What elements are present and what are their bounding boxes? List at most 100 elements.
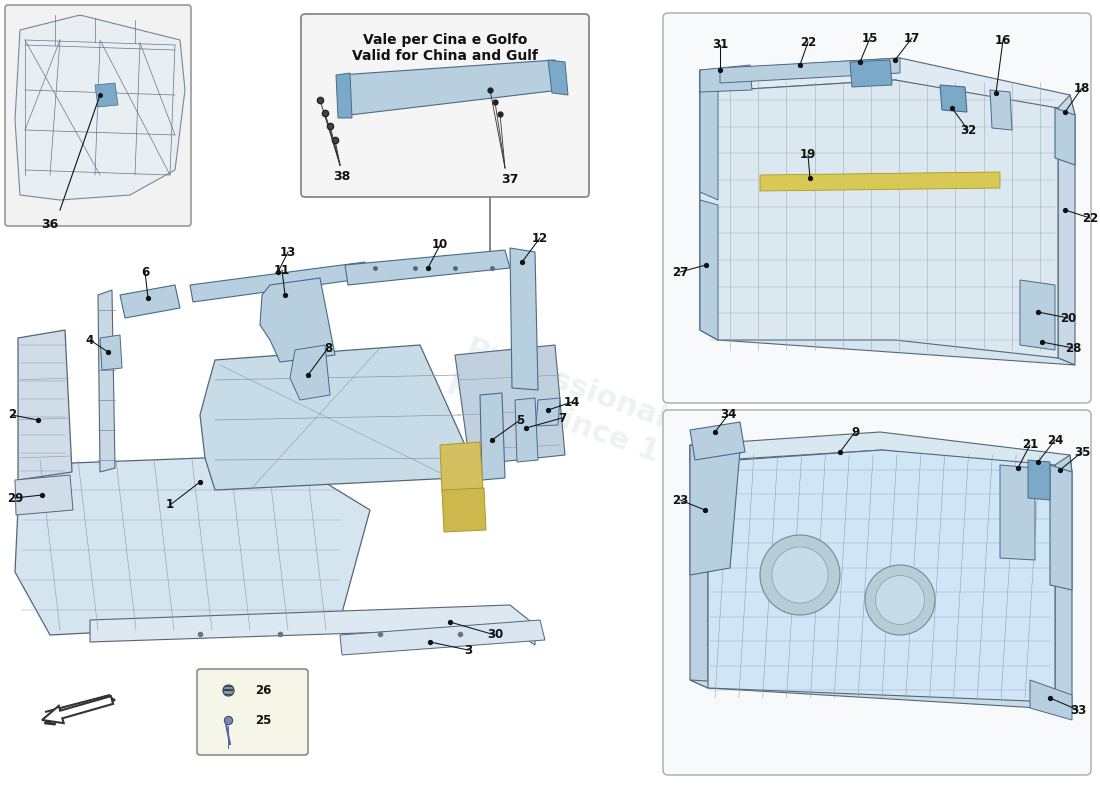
Polygon shape — [536, 398, 560, 426]
Text: 13: 13 — [279, 246, 296, 258]
Polygon shape — [1055, 108, 1075, 165]
Text: 23: 23 — [672, 494, 689, 506]
Polygon shape — [548, 60, 568, 95]
Polygon shape — [1000, 465, 1035, 560]
Polygon shape — [15, 455, 370, 635]
Polygon shape — [708, 450, 1055, 702]
Text: 25: 25 — [255, 714, 272, 726]
Text: 17: 17 — [904, 31, 920, 45]
Text: Vale per Cina e Golfo: Vale per Cina e Golfo — [363, 33, 527, 47]
Circle shape — [876, 575, 924, 625]
Polygon shape — [700, 80, 1058, 358]
Polygon shape — [260, 278, 336, 362]
Text: 22: 22 — [1082, 211, 1098, 225]
Polygon shape — [15, 15, 185, 200]
Polygon shape — [120, 285, 180, 318]
Text: 4: 4 — [86, 334, 95, 346]
Text: 22: 22 — [800, 35, 816, 49]
Text: 32: 32 — [960, 123, 976, 137]
Text: 14: 14 — [564, 395, 580, 409]
Text: 20: 20 — [1060, 311, 1076, 325]
Text: 28: 28 — [1065, 342, 1081, 354]
Text: 3: 3 — [464, 643, 472, 657]
Polygon shape — [690, 680, 1072, 710]
Text: 18: 18 — [1074, 82, 1090, 94]
Text: 34: 34 — [719, 409, 736, 422]
FancyArrow shape — [42, 696, 113, 723]
Text: 26: 26 — [255, 683, 272, 697]
Polygon shape — [690, 422, 745, 460]
Polygon shape — [15, 475, 73, 515]
FancyBboxPatch shape — [197, 669, 308, 755]
Polygon shape — [455, 345, 565, 465]
Polygon shape — [340, 620, 544, 655]
Polygon shape — [690, 445, 708, 688]
Polygon shape — [700, 200, 718, 340]
Polygon shape — [1058, 95, 1075, 365]
Text: 15: 15 — [861, 31, 878, 45]
Text: Professional
parts since 1: Professional parts since 1 — [446, 333, 674, 467]
Polygon shape — [1050, 465, 1072, 590]
Polygon shape — [690, 432, 1072, 472]
Text: 27: 27 — [672, 266, 689, 278]
Text: 12: 12 — [532, 231, 548, 245]
Polygon shape — [1030, 680, 1072, 720]
FancyBboxPatch shape — [301, 14, 588, 197]
Polygon shape — [850, 60, 892, 87]
Text: 16: 16 — [994, 34, 1011, 46]
Text: 10: 10 — [432, 238, 448, 251]
Polygon shape — [700, 65, 752, 92]
Text: 21: 21 — [1022, 438, 1038, 451]
Text: 1: 1 — [166, 498, 174, 511]
Text: 9: 9 — [851, 426, 859, 438]
Text: Valid for China and Gulf: Valid for China and Gulf — [352, 49, 538, 63]
Polygon shape — [290, 345, 330, 400]
Polygon shape — [760, 172, 1000, 191]
Text: 2: 2 — [8, 409, 16, 422]
Circle shape — [772, 547, 828, 603]
Polygon shape — [442, 488, 486, 532]
Text: 36: 36 — [42, 218, 58, 231]
Polygon shape — [18, 330, 72, 480]
Polygon shape — [700, 58, 1075, 115]
FancyBboxPatch shape — [663, 13, 1091, 403]
Text: 31: 31 — [712, 38, 728, 51]
Polygon shape — [190, 262, 368, 302]
Polygon shape — [515, 398, 538, 462]
Polygon shape — [990, 90, 1012, 130]
Text: 30: 30 — [487, 629, 503, 642]
Polygon shape — [100, 335, 122, 370]
Text: 37: 37 — [502, 173, 519, 186]
Text: 29: 29 — [7, 491, 23, 505]
Text: 6: 6 — [141, 266, 150, 278]
Polygon shape — [940, 85, 967, 112]
Text: 8: 8 — [323, 342, 332, 354]
FancyBboxPatch shape — [663, 410, 1091, 775]
Polygon shape — [720, 58, 900, 83]
Text: 24: 24 — [1047, 434, 1064, 446]
Polygon shape — [1020, 280, 1055, 350]
Text: 5: 5 — [516, 414, 524, 426]
Polygon shape — [700, 70, 718, 200]
Polygon shape — [98, 290, 116, 472]
Polygon shape — [95, 83, 118, 107]
Text: 33: 33 — [1070, 703, 1086, 717]
Text: 35: 35 — [1074, 446, 1090, 458]
Polygon shape — [510, 248, 538, 390]
Polygon shape — [700, 70, 718, 340]
Text: 38: 38 — [333, 170, 351, 183]
Polygon shape — [1028, 460, 1050, 500]
Text: 7: 7 — [558, 411, 566, 425]
Polygon shape — [200, 345, 465, 490]
Text: 11: 11 — [274, 263, 290, 277]
Circle shape — [865, 565, 935, 635]
Polygon shape — [1055, 455, 1072, 710]
Polygon shape — [336, 73, 352, 118]
Polygon shape — [690, 445, 740, 575]
Text: 19: 19 — [800, 149, 816, 162]
Polygon shape — [700, 330, 1075, 365]
FancyBboxPatch shape — [6, 5, 191, 226]
Polygon shape — [480, 393, 505, 480]
Polygon shape — [90, 605, 535, 645]
Polygon shape — [345, 250, 510, 285]
